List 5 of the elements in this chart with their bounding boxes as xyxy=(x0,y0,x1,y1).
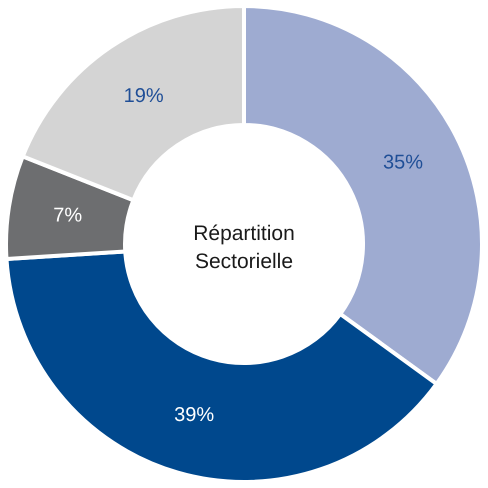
text: Répartition Sectorielle xyxy=(192,221,296,275)
data-label: 35% xyxy=(383,151,424,174)
data-label: 7% xyxy=(53,204,82,227)
data-label: 19% xyxy=(124,84,164,107)
data-label: 39% xyxy=(174,404,214,426)
